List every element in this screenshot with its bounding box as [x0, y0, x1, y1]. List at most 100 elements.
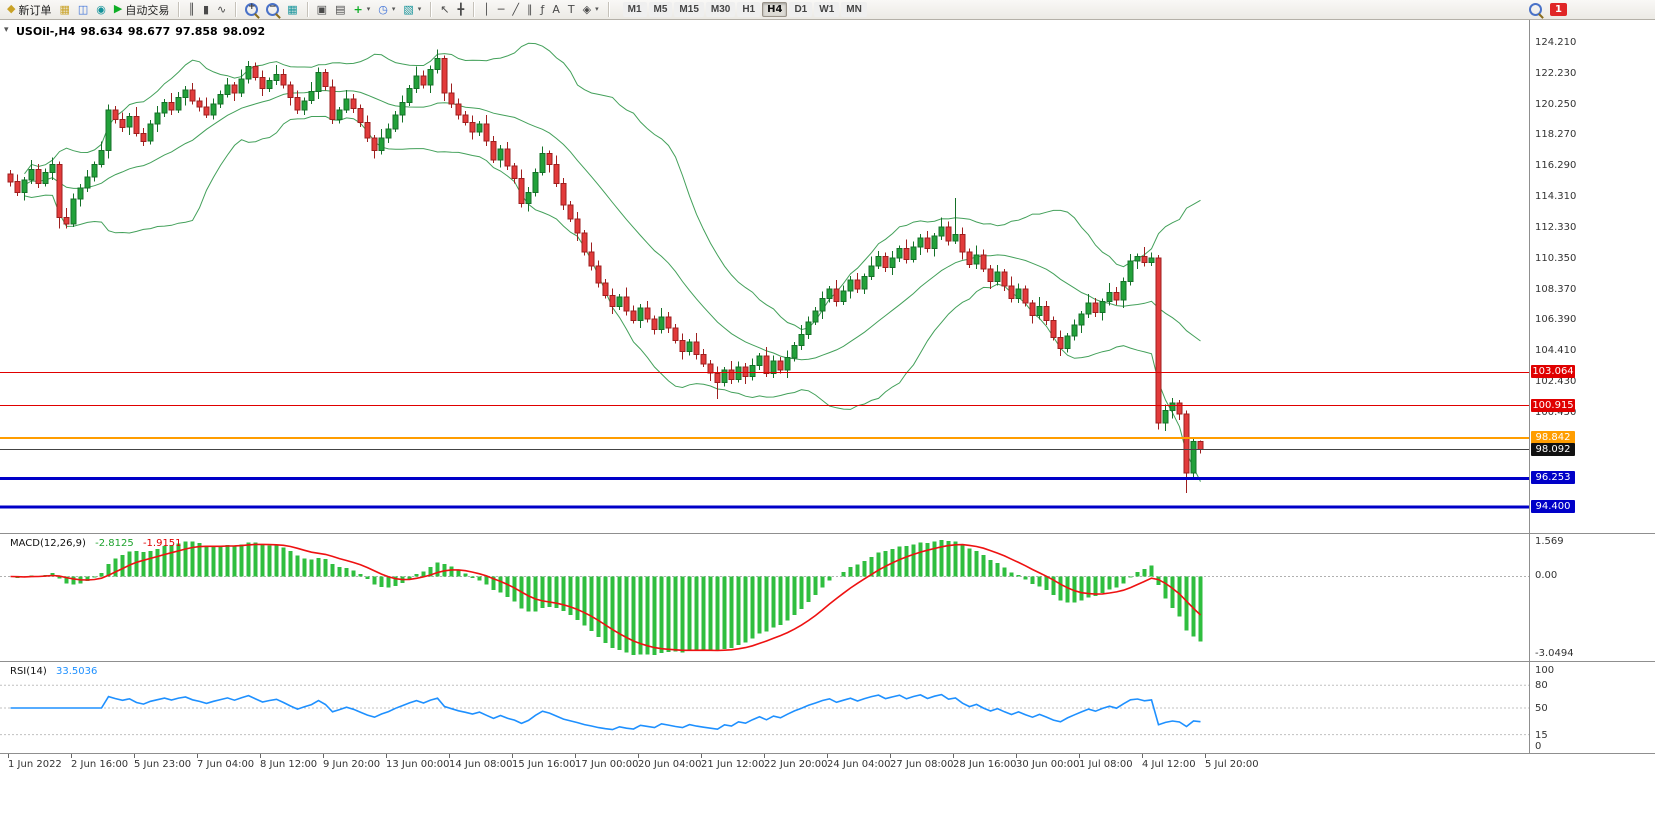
search-icon[interactable] [1529, 3, 1542, 16]
main-chart[interactable] [0, 20, 1529, 533]
macd-indicator-label: MACD(12,26,9) -2.8125 -1.9151 [10, 538, 182, 549]
clock-icon: ◷ [378, 3, 388, 16]
crosshair-button[interactable]: ╋ [457, 3, 465, 16]
time-axis-label: 30 Jun 00:00 [1016, 759, 1080, 770]
channel-button[interactable]: ∥ [526, 3, 533, 16]
caret-icon: ▾ [417, 5, 422, 13]
timeframe-button-h1[interactable]: H1 [737, 2, 761, 17]
price-line-tag[interactable]: 100.915 [1531, 399, 1575, 412]
rsi-axis-label: 50 [1535, 703, 1548, 714]
ohlc-open: 98.634 [80, 25, 123, 38]
chart-expand-icon[interactable]: ▾ [4, 25, 9, 35]
time-axis-tick [1142, 754, 1143, 758]
macd-axis-max: 1.569 [1535, 536, 1564, 547]
cascade-windows-icon[interactable]: ▣ [316, 3, 328, 16]
time-axis-label: 15 Jun 16:00 [512, 759, 576, 770]
rsi-axis-label: 0 [1535, 741, 1542, 752]
caret-icon: ▾ [391, 5, 396, 13]
rsi-axis-label: 100 [1535, 665, 1555, 676]
panel-separator[interactable] [0, 661, 1655, 662]
text-label-button[interactable]: T [567, 3, 575, 16]
toolbar-separator [235, 2, 237, 17]
fibonacci-button[interactable]: ƒ [540, 3, 545, 16]
time-axis-tick [1079, 754, 1080, 758]
market-watch-icon[interactable]: ◫ [77, 3, 89, 16]
time-axis-tick [890, 754, 891, 758]
time-axis-tick [386, 754, 387, 758]
price-axis-label: 100.450 [1535, 407, 1577, 418]
tile-windows-icon[interactable]: ▦ [287, 3, 298, 16]
macd-axis-zero: 0.00 [1535, 570, 1558, 581]
navigator-icon[interactable]: ◉ [96, 3, 106, 16]
time-axis-tick [197, 754, 198, 758]
macd-signal-value: -1.9151 [142, 538, 182, 549]
price-axis[interactable]: 124.210 122.230 120.250 118.270 116.290 114.3… [1530, 20, 1655, 753]
caret-icon: ▾ [595, 5, 599, 13]
timeframe-button-mn[interactable]: MN [841, 2, 867, 17]
zoom-out-button[interactable]: − [263, 1, 282, 18]
price-line-tag[interactable]: 103.064 [1531, 365, 1575, 378]
time-axis-label: 5 Jun 23:00 [134, 759, 192, 770]
timeframe-button-w1[interactable]: W1 [814, 2, 840, 17]
trendline-button[interactable]: ╱ [512, 3, 519, 16]
zoom-in-button[interactable]: + [242, 1, 261, 18]
timeframe-button-m5[interactable]: M5 [648, 2, 673, 17]
panel-separator [0, 753, 1655, 754]
bar-chart-icon[interactable]: ║ [188, 3, 195, 16]
notification-badge[interactable]: 1 [1550, 3, 1567, 16]
ohlc-close: 98.092 [222, 25, 266, 38]
time-axis-tick [449, 754, 450, 758]
time-axis-tick [1205, 754, 1206, 758]
autotrading-button[interactable]: ▶ 自动交易 [111, 1, 172, 18]
text-button[interactable]: A [552, 3, 560, 16]
price-line-tag[interactable]: 98.842 [1531, 431, 1575, 444]
templates-button[interactable]: ▧ ▾ [400, 1, 424, 18]
autotrading-label: 自动交易 [125, 4, 170, 17]
toolbar-separator [178, 2, 180, 17]
timeframe-button-m30[interactable]: M30 [705, 2, 736, 17]
timeframe-button-m1[interactable]: M1 [622, 2, 647, 17]
periods-button[interactable]: ◷ ▾ [375, 1, 398, 18]
time-axis-label: 27 Jun 08:00 [890, 759, 954, 770]
price-axis-label: 110.350 [1535, 253, 1577, 264]
vertical-line-button[interactable]: │ [483, 3, 490, 16]
price-line-tag[interactable]: 94.400 [1531, 500, 1575, 513]
new-order-label: 新订单 [18, 4, 52, 17]
rsi-indicator-label: RSI(14) 33.5036 [10, 666, 97, 677]
toolbar-right-cluster: 1 [1529, 3, 1567, 16]
shapes-icon: ◈ [582, 3, 592, 16]
cursor-button[interactable]: ↖ [440, 3, 450, 16]
timeframe-button-d1[interactable]: D1 [789, 2, 813, 17]
time-axis-tick [512, 754, 513, 758]
price-line-tag[interactable]: 96.253 [1531, 471, 1575, 484]
price-axis-label: 124.210 [1535, 37, 1577, 48]
price-axis-label: 106.390 [1535, 314, 1577, 325]
candlestick-chart-icon[interactable]: ▮ [202, 3, 210, 16]
time-axis-label: 21 Jun 12:00 [701, 759, 765, 770]
zoom-out-icon: − [266, 2, 280, 16]
timeframe-button-h4[interactable]: H4 [762, 2, 788, 17]
time-axis-tick [953, 754, 954, 758]
toolbar-separator [473, 2, 475, 17]
add-indicator-button[interactable]: + ▾ [350, 1, 373, 18]
charts-icon[interactable]: ▦ [59, 3, 70, 16]
rsi-label-text: RSI(14) [10, 666, 47, 677]
timeframe-button-m15[interactable]: M15 [674, 2, 704, 17]
add-indicator-icon: + [353, 3, 363, 16]
panel-separator[interactable] [0, 533, 1655, 534]
time-axis[interactable]: 1 Jun 2022 2 Jun 16:00 5 Jun 23:00 7 Jun 04… [0, 753, 1529, 779]
new-order-button[interactable]: ◆ 新订单 [4, 1, 54, 18]
chart-symbol: USOil-,H4 [16, 25, 76, 38]
macd-axis-min: -3.0494 [1535, 648, 1574, 659]
rsi-panel[interactable] [0, 662, 1529, 753]
time-axis-tick [638, 754, 639, 758]
macd-panel[interactable] [0, 534, 1529, 661]
shapes-button[interactable]: ◈ ▾ [580, 1, 602, 18]
time-axis-tick [323, 754, 324, 758]
horizontal-line-button[interactable]: ─ [497, 3, 505, 16]
time-axis-tick [575, 754, 576, 758]
line-chart-icon[interactable]: ∿ [217, 3, 227, 16]
time-axis-label: 13 Jun 00:00 [386, 759, 450, 770]
arrange-windows-icon[interactable]: ▤ [335, 3, 346, 16]
time-axis-label: 28 Jun 16:00 [953, 759, 1017, 770]
